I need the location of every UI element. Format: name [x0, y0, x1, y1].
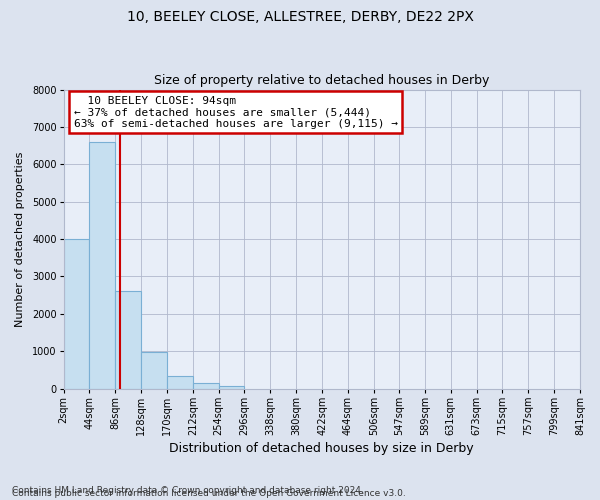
- Text: 10, BEELEY CLOSE, ALLESTREE, DERBY, DE22 2PX: 10, BEELEY CLOSE, ALLESTREE, DERBY, DE22…: [127, 10, 473, 24]
- Bar: [141, 352, 167, 389]
- Bar: [89, 142, 115, 388]
- Title: Size of property relative to detached houses in Derby: Size of property relative to detached ho…: [154, 74, 490, 87]
- Text: 10 BEELEY CLOSE: 94sqm  
← 37% of detached houses are smaller (5,444)
63% of sem: 10 BEELEY CLOSE: 94sqm ← 37% of detached…: [74, 96, 398, 128]
- Bar: [115, 292, 141, 388]
- Text: Contains HM Land Registry data © Crown copyright and database right 2024.: Contains HM Land Registry data © Crown c…: [12, 486, 364, 495]
- Y-axis label: Number of detached properties: Number of detached properties: [15, 152, 25, 327]
- Bar: [64, 239, 89, 388]
- Bar: [193, 384, 218, 388]
- Text: Contains public sector information licensed under the Open Government Licence v3: Contains public sector information licen…: [12, 488, 406, 498]
- Bar: [218, 386, 244, 388]
- X-axis label: Distribution of detached houses by size in Derby: Distribution of detached houses by size …: [169, 442, 474, 455]
- Bar: [167, 376, 193, 388]
